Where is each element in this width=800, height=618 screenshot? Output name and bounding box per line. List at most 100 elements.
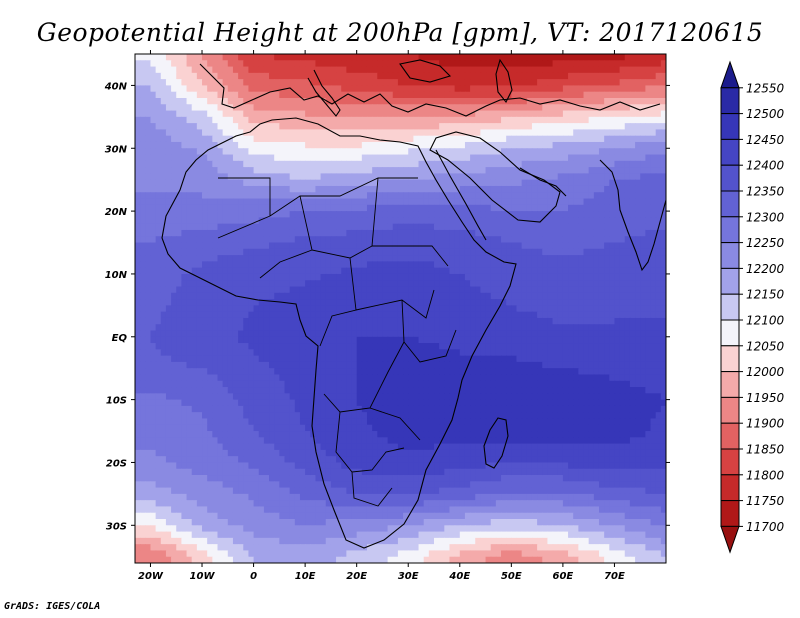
field-cell	[165, 179, 172, 187]
field-cell	[475, 204, 482, 212]
field-cell	[583, 160, 590, 168]
field-cell	[263, 148, 270, 156]
field-cell	[588, 173, 595, 181]
field-cell	[207, 141, 213, 149]
field-cell	[650, 60, 657, 68]
field-cell	[475, 173, 482, 181]
field-cell	[645, 116, 652, 124]
field-cell	[160, 129, 167, 137]
field-cell	[387, 324, 394, 332]
field-cell	[305, 267, 311, 275]
field-cell	[315, 110, 322, 118]
field-cell	[660, 198, 666, 206]
field-cell	[330, 317, 337, 325]
field-cell	[294, 286, 301, 294]
field-cell	[609, 229, 616, 237]
field-cell	[269, 192, 275, 200]
field-cell	[655, 273, 662, 281]
field-cell	[629, 255, 636, 262]
field-cell	[557, 343, 564, 350]
field-cell	[165, 273, 172, 281]
field-cell	[439, 336, 445, 344]
field-cell	[655, 79, 662, 87]
field-cell	[155, 267, 162, 275]
field-cell	[588, 217, 595, 225]
field-cell	[305, 317, 311, 325]
field-cell	[274, 135, 280, 143]
field-cell	[506, 236, 512, 244]
field-cell	[449, 248, 456, 256]
field-cell	[191, 72, 198, 80]
field-cell	[403, 167, 409, 174]
field-cell	[640, 299, 646, 306]
field-cell	[434, 104, 440, 112]
field-cell	[243, 173, 250, 181]
field-cell	[593, 173, 600, 181]
field-cell	[624, 160, 631, 168]
field-cell	[614, 179, 621, 187]
field-cell	[449, 167, 456, 174]
field-cell	[310, 211, 317, 218]
field-cell	[155, 280, 162, 288]
field-cell	[181, 185, 188, 193]
field-cell	[537, 324, 543, 332]
field-cell	[217, 198, 224, 206]
field-cell	[294, 267, 301, 275]
field-cell	[366, 179, 373, 187]
field-cell	[521, 311, 528, 319]
field-cell	[372, 91, 378, 99]
field-cell	[299, 179, 306, 187]
field-cell	[253, 204, 260, 212]
field-cell	[650, 317, 657, 325]
field-cell	[470, 324, 476, 332]
field-cell	[444, 324, 451, 332]
field-cell	[521, 292, 528, 300]
field-cell	[516, 104, 523, 112]
field-cell	[176, 160, 182, 168]
field-cell	[356, 129, 363, 137]
field-cell	[459, 273, 466, 281]
field-cell	[470, 317, 476, 325]
field-cell	[557, 292, 564, 300]
field-cell	[222, 217, 229, 225]
field-cell	[557, 211, 564, 218]
field-cell	[629, 324, 636, 332]
field-cell	[191, 305, 198, 313]
field-cell	[418, 273, 425, 281]
field-cell	[191, 211, 198, 218]
field-cell	[624, 236, 631, 244]
field-cell	[248, 110, 255, 118]
field-cell	[547, 255, 554, 262]
field-cell	[547, 110, 554, 118]
field-cell	[299, 330, 306, 338]
field-cell	[645, 179, 652, 187]
field-cell	[222, 173, 229, 181]
field-cell	[583, 185, 590, 193]
field-cell	[165, 330, 172, 338]
field-cell	[428, 229, 435, 237]
field-cell	[609, 330, 616, 338]
field-cell	[547, 72, 554, 80]
field-cell	[320, 223, 327, 231]
field-cell	[537, 160, 543, 168]
field-cell	[238, 104, 244, 112]
field-cell	[537, 148, 543, 156]
field-cell	[217, 299, 224, 306]
field-cell	[351, 299, 358, 306]
field-cell	[490, 173, 497, 181]
field-cell	[181, 261, 188, 269]
field-cell	[222, 299, 229, 306]
field-cell	[150, 154, 157, 162]
field-cell	[604, 135, 610, 143]
field-cell	[475, 248, 482, 256]
field-cell	[243, 236, 250, 244]
field-cell	[485, 280, 492, 288]
field-cell	[635, 261, 641, 269]
field-cell	[325, 324, 332, 332]
field-cell	[397, 349, 404, 357]
field-cell	[294, 123, 301, 130]
field-cell	[470, 236, 476, 244]
field-cell	[573, 60, 579, 68]
field-cell	[181, 255, 188, 262]
field-cell	[604, 261, 610, 269]
